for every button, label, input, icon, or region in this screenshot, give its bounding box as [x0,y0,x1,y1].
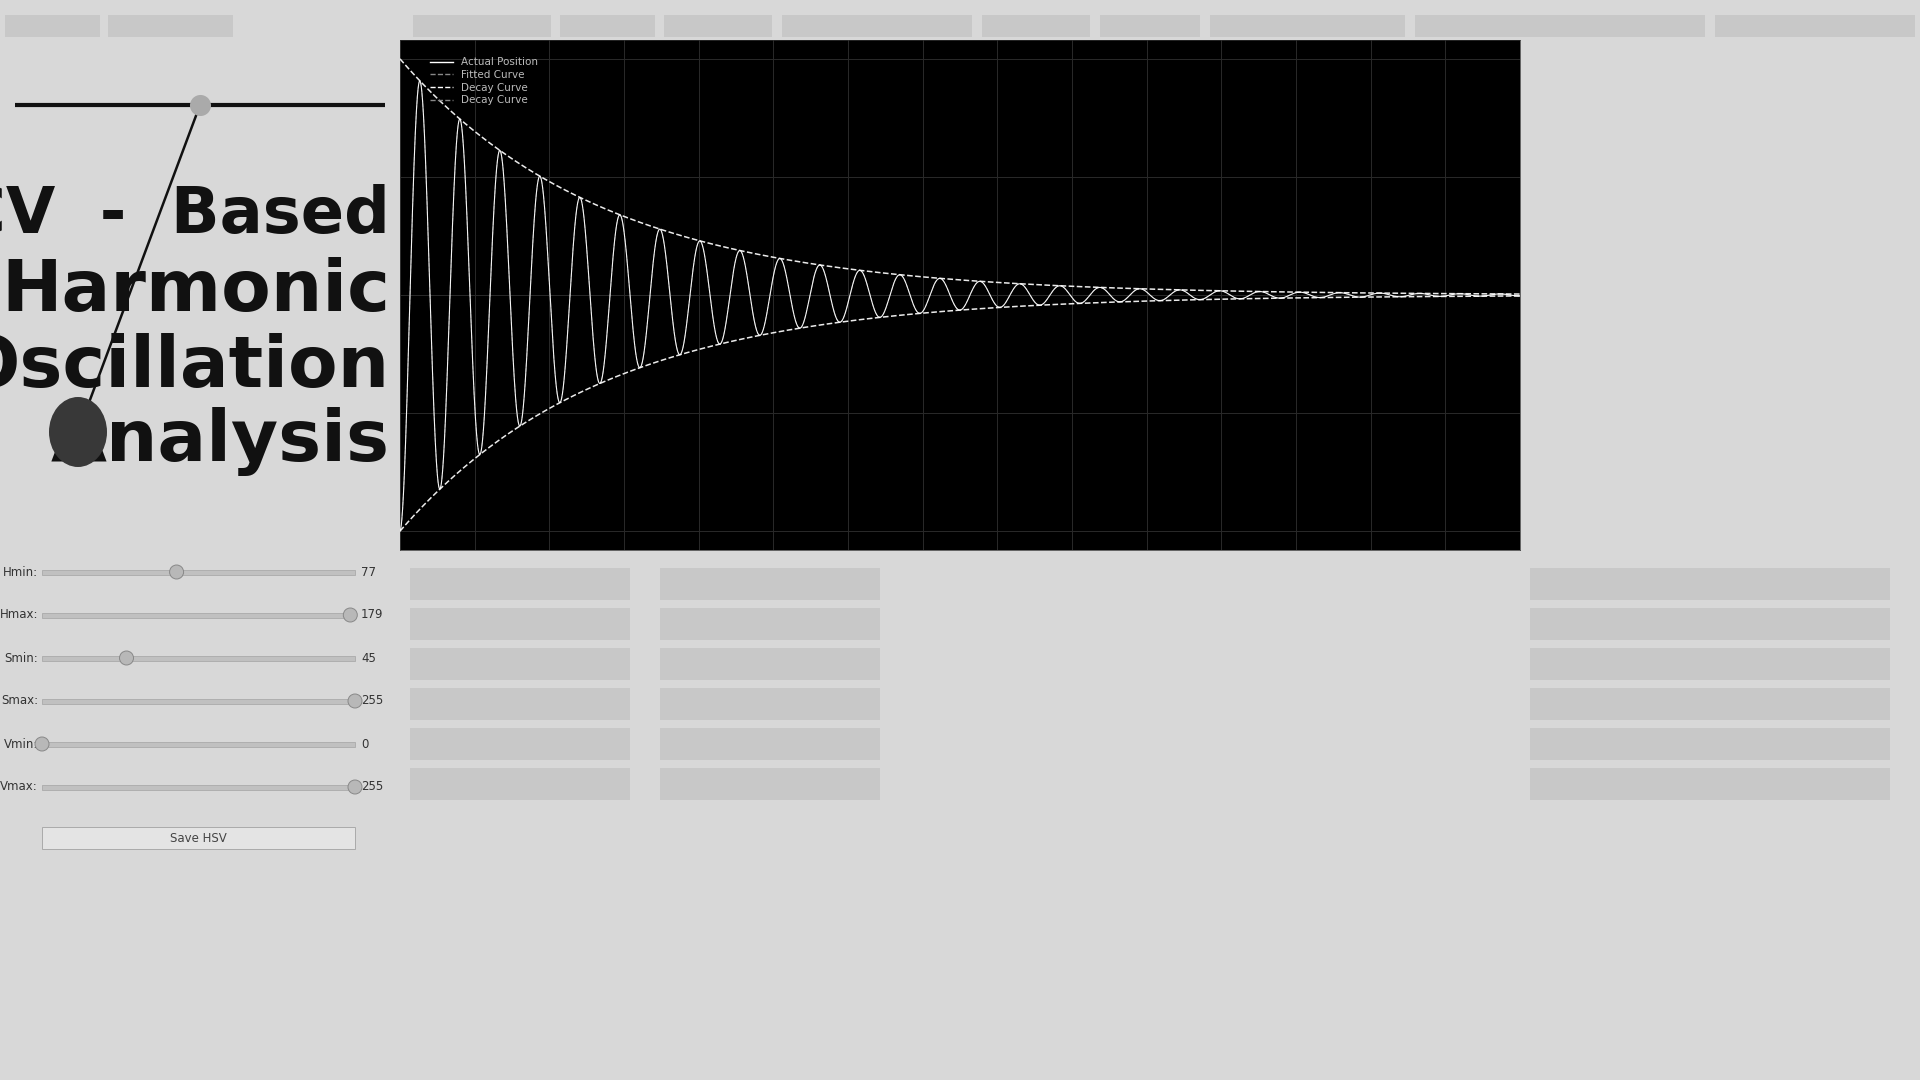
Bar [660,608,879,640]
Bar [42,827,355,849]
Text: 77: 77 [361,566,376,579]
Bar [411,768,630,800]
Text: Smin:: Smin: [4,651,38,664]
Bar [6,15,100,37]
Bar [1530,728,1889,760]
Bar [1530,688,1889,720]
Text: Smax:: Smax: [0,694,38,707]
Bar [660,688,879,720]
Text: 255: 255 [361,781,384,794]
Text: 0: 0 [361,738,369,751]
Circle shape [119,651,134,665]
Bar [42,569,355,575]
Text: Vmax:: Vmax: [0,781,38,794]
Text: Hmin:: Hmin: [2,566,38,579]
Bar [561,15,655,37]
Circle shape [35,737,50,751]
Bar [411,608,630,640]
Bar [411,648,630,680]
Bar [1210,15,1405,37]
Bar [108,15,232,37]
Text: 255: 255 [361,694,384,707]
Bar [411,568,630,600]
Text: CV  -  Based: CV - Based [0,184,390,246]
Ellipse shape [50,397,108,467]
Circle shape [348,694,363,708]
Circle shape [169,565,184,579]
Text: Analysis: Analysis [52,407,390,476]
Text: Vmin:: Vmin: [4,738,38,751]
Bar [1100,15,1200,37]
Point [184,96,215,113]
Circle shape [348,780,363,794]
Bar [413,15,551,37]
Bar [660,768,879,800]
Bar [660,568,879,600]
Text: Oscillation: Oscillation [0,333,390,402]
Bar [1530,608,1889,640]
Bar [42,656,355,661]
Bar [660,728,879,760]
Bar [660,648,879,680]
Bar [411,728,630,760]
Bar [1530,648,1889,680]
Bar [664,15,772,37]
Bar [42,699,355,703]
Text: 45: 45 [361,651,376,664]
Bar [42,784,355,789]
Bar [42,612,355,618]
Legend: Actual Position, Fitted Curve, Decay Curve, Decay Curve: Actual Position, Fitted Curve, Decay Cur… [428,55,540,107]
Text: 179: 179 [361,608,384,621]
Bar [1530,568,1889,600]
Bar [411,688,630,720]
Text: Hmax:: Hmax: [0,608,38,621]
Circle shape [344,608,357,622]
Bar [1530,768,1889,800]
Bar [1415,15,1705,37]
Text: Harmonic: Harmonic [2,257,390,326]
Bar [42,742,355,746]
Bar [781,15,972,37]
Text: Save HSV: Save HSV [171,832,227,845]
Bar [981,15,1091,37]
Bar [1715,15,1914,37]
